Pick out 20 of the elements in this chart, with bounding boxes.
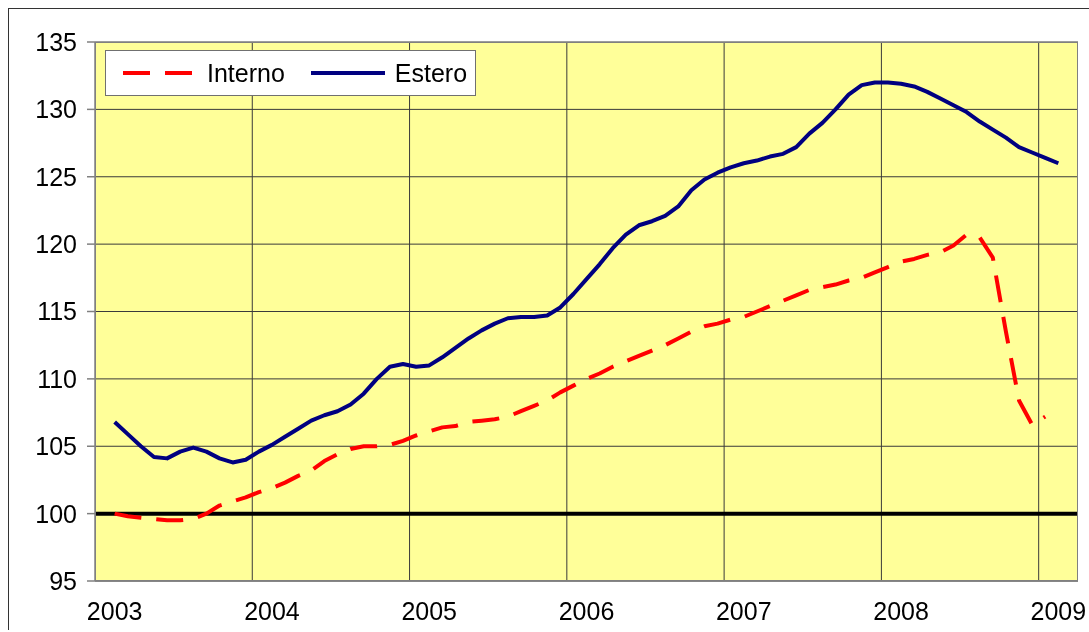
y-tick-label: 95: [49, 566, 77, 595]
x-tick-label: 2009: [1030, 596, 1087, 625]
y-tick-label: 110: [37, 364, 77, 393]
y-tick-label: 125: [35, 162, 77, 191]
y-tick-label: 130: [35, 95, 77, 124]
line-series: [112, 80, 1061, 465]
line-series: [112, 232, 1048, 523]
x-tick-label: 2004: [244, 596, 300, 625]
y-tick-label: 120: [35, 230, 77, 258]
x-tick-label: 2006: [558, 596, 615, 625]
y-tick-label: 115: [37, 297, 77, 326]
x-tick-label: 2007: [715, 596, 772, 625]
x-tick-label: 2003: [86, 596, 143, 625]
x-tick-label: 2008: [873, 596, 929, 625]
y-tick-label: 105: [35, 432, 77, 461]
x-tick-label: 2005: [401, 596, 458, 625]
y-tick-label: 100: [35, 499, 77, 528]
legend-label: Estero: [394, 58, 468, 88]
y-tick-label: 135: [35, 27, 77, 56]
legend-label: Interno: [207, 58, 285, 88]
